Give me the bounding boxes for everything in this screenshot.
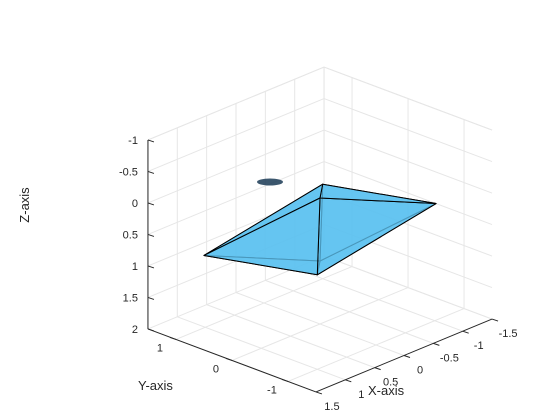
octahedron-face-top-front-right bbox=[316, 197, 437, 276]
x-tick-label: 1.5 bbox=[324, 401, 339, 413]
z-tick-label: 0 bbox=[132, 198, 138, 210]
z-tick-mark bbox=[147, 328, 155, 332]
x-tick-mark bbox=[433, 342, 440, 346]
floor-gridline-y bbox=[175, 266, 353, 340]
x-axis-label: X-axis bbox=[368, 383, 405, 398]
z-axis-label: Z-axis bbox=[17, 187, 32, 223]
z-tick-mark bbox=[147, 233, 155, 237]
y-tick-label: 1 bbox=[157, 342, 163, 354]
y-tick-label: -1 bbox=[267, 384, 277, 396]
floor-gridline-y bbox=[231, 287, 409, 361]
octahedron-faces bbox=[203, 178, 437, 276]
apex-shadow bbox=[257, 178, 283, 186]
z-tick-mark bbox=[147, 265, 155, 269]
y-tick-mark bbox=[281, 378, 289, 382]
wall-edge bbox=[147, 66, 325, 141]
wall-edge bbox=[323, 66, 493, 131]
z-axis-ticks: -1 -0.5 0 0.5 1 1.5 2 bbox=[119, 135, 155, 336]
x-axis-ticks: 1.5 1 0.5 0 -0.5 -1 -1.5 bbox=[315, 318, 518, 413]
z-tick-label: -1 bbox=[128, 135, 138, 147]
y-tick-label: 0 bbox=[213, 363, 219, 375]
x-tick-label: -1 bbox=[474, 340, 484, 352]
z-tick-mark bbox=[147, 296, 155, 300]
x-tick-mark bbox=[315, 391, 323, 395]
y-axis-label: Y-axis bbox=[138, 378, 173, 393]
z-tick-mark bbox=[147, 139, 155, 143]
z-tick-label: 0.5 bbox=[123, 229, 138, 241]
x-tick-label: 1 bbox=[358, 389, 364, 401]
x-tick-label: -0.5 bbox=[440, 352, 459, 364]
x-tick-mark bbox=[374, 367, 381, 371]
x-tick-mark bbox=[462, 330, 469, 334]
x-tick-mark bbox=[345, 379, 352, 383]
floor-gridline-y bbox=[287, 308, 465, 382]
grid-layer bbox=[147, 66, 493, 393]
y-tick-mark bbox=[169, 336, 177, 340]
z-tick-mark bbox=[147, 170, 155, 174]
y-axis-ticks: 1 0 -1 bbox=[157, 336, 289, 396]
z-tick-label: -0.5 bbox=[119, 166, 138, 178]
x-tick-label: 0 bbox=[417, 365, 423, 377]
x-tick-label: 0.5 bbox=[383, 377, 398, 389]
z-tick-label: 1 bbox=[132, 261, 138, 273]
x-tick-label: -1.5 bbox=[499, 328, 518, 340]
z-tick-label: 2 bbox=[132, 324, 138, 336]
y-tick-mark bbox=[225, 357, 233, 361]
octahedron-face-top-left-front bbox=[203, 197, 321, 276]
x-tick-mark bbox=[403, 355, 411, 358]
z-tick-mark bbox=[147, 202, 155, 206]
x-tick-mark bbox=[491, 318, 499, 322]
z-tick-label: 1.5 bbox=[123, 292, 138, 304]
